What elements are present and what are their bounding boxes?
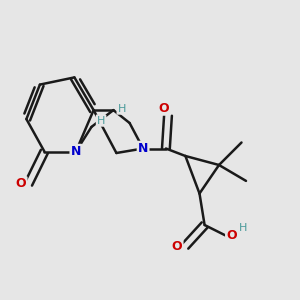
Text: O: O [226,229,237,242]
Text: H: H [118,103,126,114]
Text: H: H [239,223,247,233]
Text: H: H [97,116,105,126]
Text: O: O [172,239,182,253]
Text: O: O [16,177,26,190]
Text: N: N [138,142,148,155]
Text: N: N [71,145,81,158]
Text: O: O [158,101,169,115]
